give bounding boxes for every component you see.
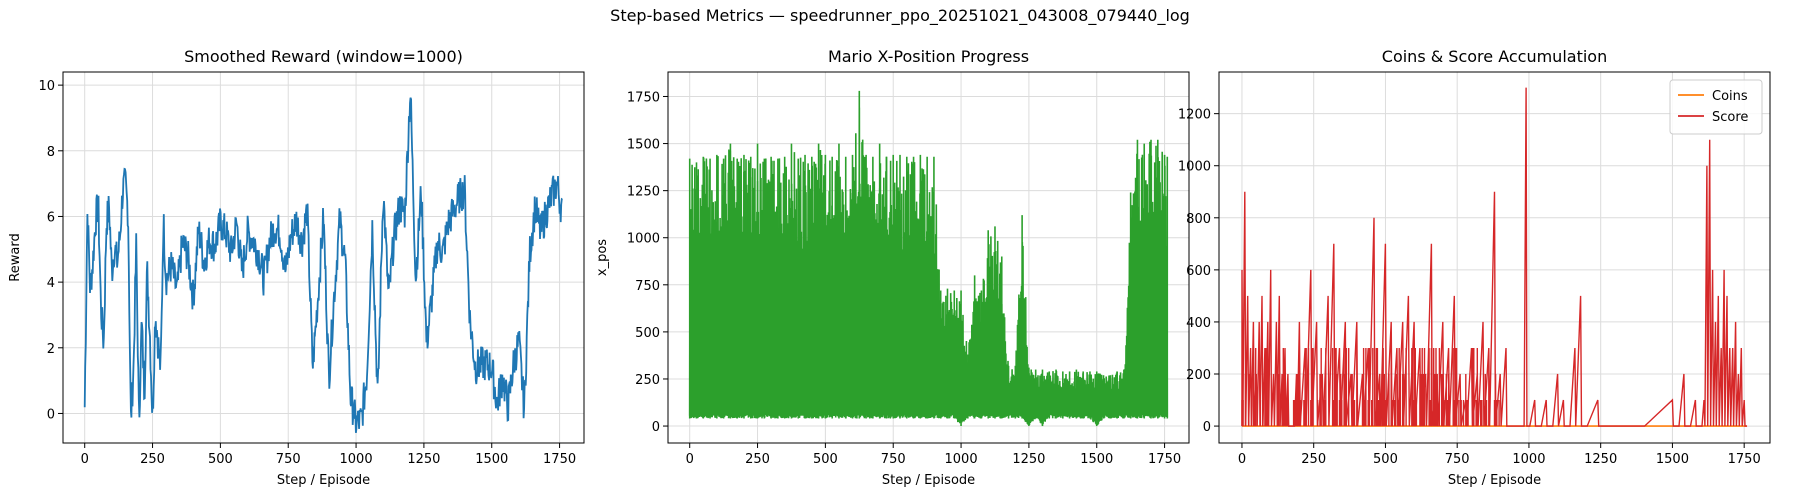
axes-frame (62, 71, 585, 444)
x-tick-label: 1000 (340, 452, 373, 467)
y-tick-label: 1750 (627, 90, 660, 105)
figure-suptitle: Step-based Metrics — speedrunner_ppo_202… (610, 6, 1190, 25)
y-tick-label: 4 (47, 276, 55, 291)
y-tick-label: 400 (1186, 316, 1211, 331)
x-tick-label: 1000 (945, 452, 978, 467)
data-layer (688, 90, 1169, 427)
legend-box (1669, 79, 1763, 135)
series-line-1 (83, 97, 563, 434)
x-tick-label: 0 (81, 452, 89, 467)
chart-title: Mario X-Position Progress (828, 47, 1029, 66)
chart-panel-1: 0 250 500 750 1000 1250 1500 1750 0 2 4 6 8 10 Smoothe… (8, 47, 585, 488)
x-tick-label: 250 (1301, 452, 1326, 467)
y-tick-label: 6 (47, 210, 55, 225)
legend: Coins Score (1669, 79, 1763, 135)
y-tick-label: 1000 (1178, 160, 1211, 175)
data-layer (1241, 87, 1748, 427)
x-tick-label: 1750 (1148, 452, 1181, 467)
data-layer (83, 88, 563, 434)
x-tick-label: 750 (1445, 452, 1470, 467)
legend-label-score: Score (1712, 110, 1748, 125)
y-axis-label: Reward (8, 233, 23, 281)
series-fill-score (1241, 348, 1500, 427)
y-axis-label: x_pos (595, 239, 610, 276)
y-tick-label: 1200 (1178, 108, 1211, 123)
y-tick-label: 1250 (627, 185, 660, 200)
x-axis-label: Step / Episode (882, 473, 975, 488)
y-tick-label: 0 (652, 420, 660, 435)
chart-panel-3: 0 250 500 750 1000 1250 1500 1750 0 200 400 600 800 1… (1178, 47, 1771, 488)
x-tick-label: 1250 (407, 452, 440, 467)
y-tick-label: 750 (635, 279, 660, 294)
x-tick-label: 1750 (1728, 452, 1761, 467)
x-tick-label: 0 (686, 452, 694, 467)
x-tick-label: 1250 (1584, 452, 1617, 467)
x-axis-label: Step / Episode (277, 473, 370, 488)
y-tick-label: 500 (635, 326, 660, 341)
y-tick-label: 1500 (627, 138, 660, 153)
x-tick-label: 1500 (475, 452, 508, 467)
x-tick-label: 500 (208, 452, 233, 467)
y-tick-label: 0 (1203, 420, 1211, 435)
y-tick-label: 0 (47, 407, 55, 422)
y-tick-label: 250 (635, 373, 660, 388)
chart-panel-2: 0 250 500 750 1000 1250 1500 1750 0 250 500 750 1000… (595, 47, 1190, 488)
x-tick-label: 1500 (1656, 452, 1689, 467)
y-tick-label: 8 (47, 145, 55, 160)
axes-frame (667, 71, 1190, 444)
y-tick-label: 1000 (627, 232, 660, 247)
y-tick-label: 2 (47, 342, 55, 357)
series-line-2 (688, 107, 1169, 426)
y-tick-label: 10 (38, 79, 55, 94)
chart-title: Smoothed Reward (window=1000) (184, 47, 463, 66)
chart-title: Coins & Score Accumulation (1382, 47, 1607, 66)
x-tick-label: 0 (1238, 452, 1246, 467)
x-tick-label: 1000 (1512, 452, 1545, 467)
legend-label-coins: Coins (1712, 89, 1748, 104)
x-tick-label: 750 (276, 452, 301, 467)
axes-frame (1218, 71, 1771, 444)
x-tick-label: 250 (745, 452, 770, 467)
x-tick-label: 750 (881, 452, 906, 467)
x-tick-label: 250 (140, 452, 165, 467)
y-tick-label: 200 (1186, 368, 1211, 383)
x-tick-label: 1250 (1012, 452, 1045, 467)
series-line-score (1241, 87, 1748, 427)
x-tick-label: 1500 (1080, 452, 1113, 467)
x-tick-label: 1750 (543, 452, 576, 467)
x-tick-label: 500 (813, 452, 838, 467)
y-tick-label: 600 (1186, 264, 1211, 279)
x-tick-label: 500 (1373, 452, 1398, 467)
x-axis-label: Step / Episode (1448, 473, 1541, 488)
y-tick-label: 800 (1186, 212, 1211, 227)
